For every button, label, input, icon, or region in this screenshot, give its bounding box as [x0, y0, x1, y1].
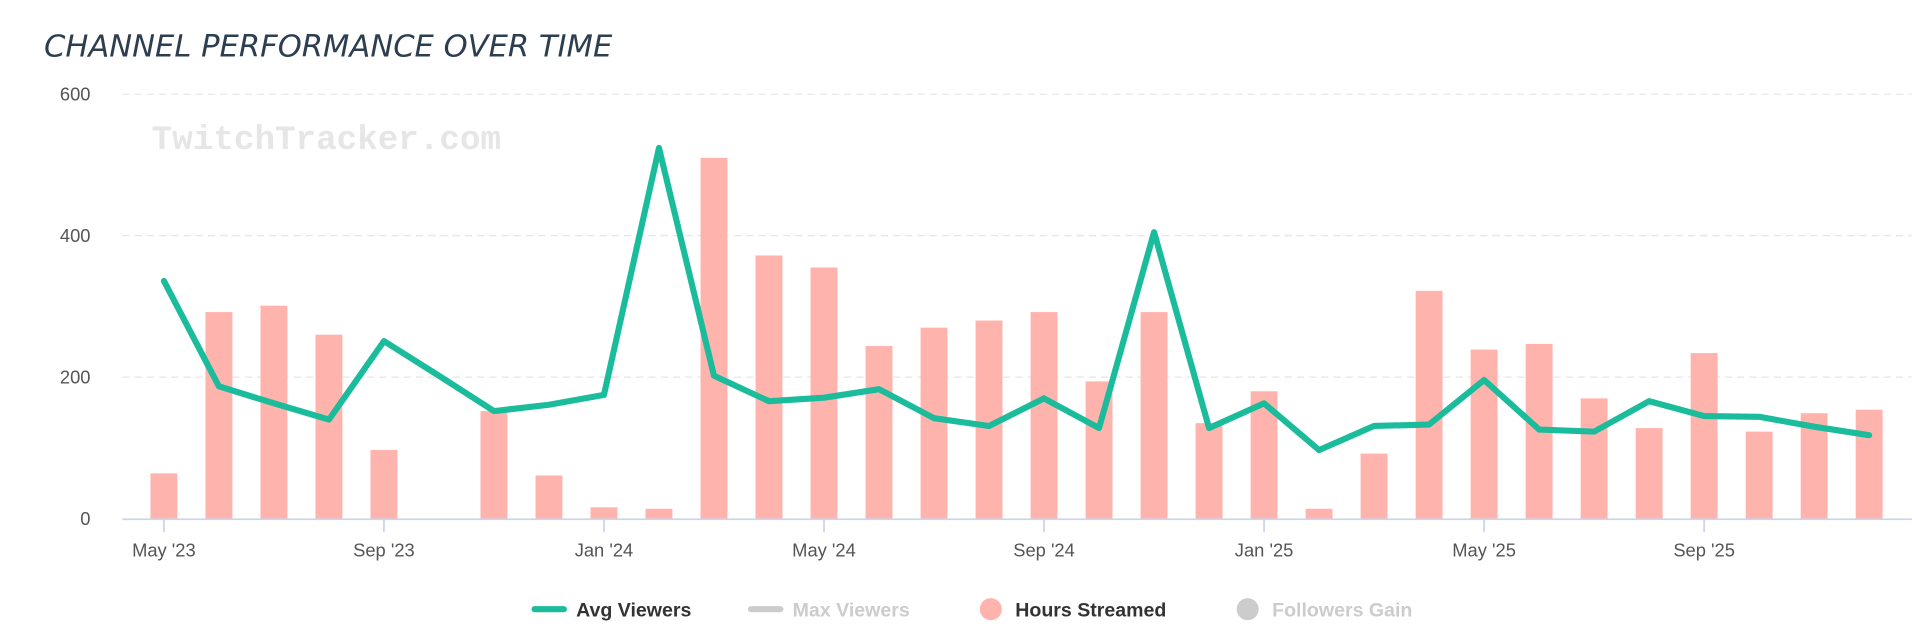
bar-hours-streamed — [1195, 423, 1223, 519]
y-tick-label: 200 — [60, 366, 91, 387]
x-tick-label: Sep '25 — [1673, 540, 1735, 561]
bar-hours-streamed — [1360, 453, 1388, 519]
bar-hours-streamed — [810, 267, 838, 519]
bar-hours-streamed — [1635, 428, 1663, 519]
x-tick-label: May '23 — [132, 540, 196, 561]
bar-hours-streamed — [1580, 398, 1608, 519]
bar-hours-streamed — [1855, 409, 1883, 519]
legend-item-hours-streamed[interactable]: Hours Streamed — [979, 598, 1167, 622]
legend-label: Max Viewers — [793, 600, 910, 622]
bar-hours-streamed — [1470, 349, 1498, 519]
legend-item-avg-viewers[interactable]: Avg Viewers — [531, 600, 692, 622]
bar-hours-streamed — [1415, 290, 1443, 519]
bar-hours-streamed — [1030, 312, 1058, 519]
y-tick-label: 0 — [80, 508, 90, 529]
bar-hours-streamed — [645, 508, 673, 519]
x-tick-label: May '24 — [792, 540, 856, 561]
bar-hours-streamed — [865, 346, 893, 519]
bar-hours-streamed — [535, 475, 563, 519]
bar-hours-streamed — [755, 255, 783, 519]
bar-hours-streamed — [315, 334, 343, 519]
x-tick-label: Sep '24 — [1013, 540, 1075, 561]
legend-dot-symbol — [979, 598, 1002, 621]
legend-item-max-viewers[interactable]: Max Viewers — [747, 600, 910, 622]
bar-hours-streamed — [920, 327, 948, 519]
bar-hours-streamed — [205, 312, 233, 519]
x-tick-label: Jan '24 — [575, 540, 634, 561]
bar-hours-streamed — [370, 450, 398, 519]
bar-hours-streamed — [1305, 508, 1333, 519]
bar-hours-streamed — [590, 507, 618, 519]
chart-title: CHANNEL PERFORMANCE OVER TIME — [44, 29, 613, 64]
y-tick-label: 600 — [60, 83, 91, 104]
legend-label: Avg Viewers — [576, 600, 691, 622]
legend-label: Hours Streamed — [1015, 600, 1166, 622]
x-tick-label: Sep '23 — [353, 540, 415, 561]
line-avg-viewers — [160, 144, 1873, 454]
bar-hours-streamed — [150, 473, 178, 519]
bar-hours-streamed — [1140, 312, 1168, 519]
bar-hours-streamed — [260, 305, 288, 519]
legend-label: Followers Gain — [1272, 600, 1412, 622]
x-tick-label: May '25 — [1452, 540, 1516, 561]
y-tick-label: 400 — [60, 225, 91, 246]
bar-hours-streamed — [1690, 353, 1718, 519]
legend-dot-symbol — [1236, 598, 1259, 621]
x-tick-label: Jan '25 — [1235, 540, 1294, 561]
bar-hours-streamed — [480, 411, 508, 519]
watermark: TwitchTracker.com — [152, 121, 501, 160]
legend-item-followers-gain[interactable]: Followers Gain — [1236, 598, 1413, 622]
bar-hours-streamed — [1745, 431, 1773, 519]
